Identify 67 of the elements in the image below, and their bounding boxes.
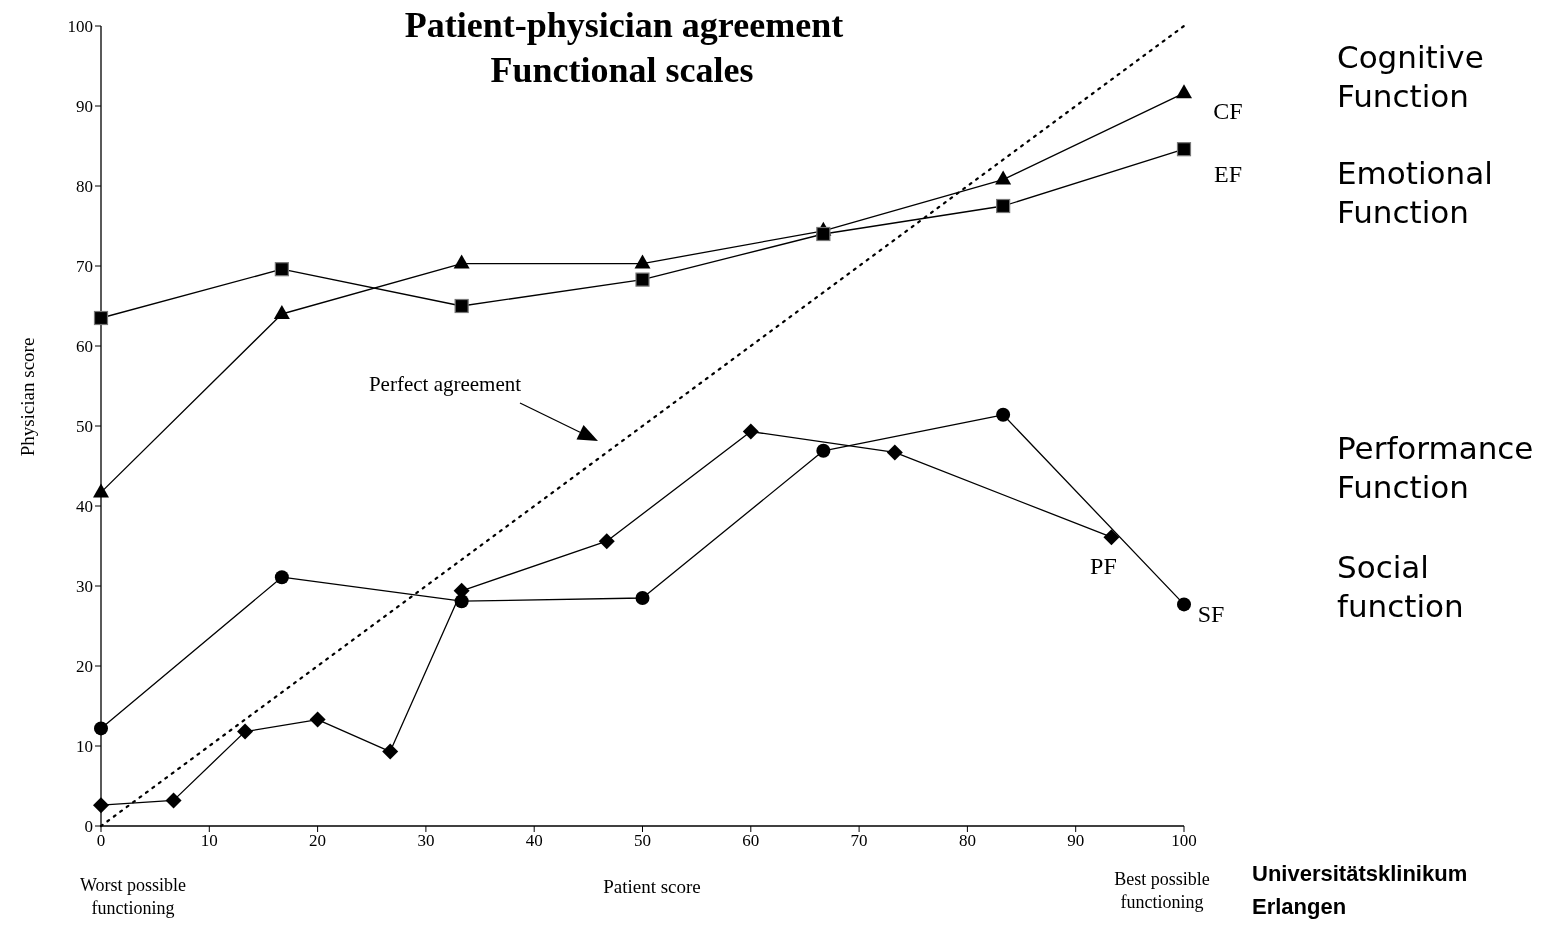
y-tick-label: 80 bbox=[76, 177, 93, 197]
point bbox=[1176, 84, 1192, 99]
x-tick-label: 60 bbox=[742, 831, 760, 851]
text: Emotional Function bbox=[1337, 154, 1493, 232]
point bbox=[996, 198, 1011, 214]
text: Worst possible functioning bbox=[78, 874, 188, 920]
point bbox=[995, 170, 1012, 185]
point bbox=[634, 254, 651, 269]
annotation: Perfect agreement bbox=[368, 372, 522, 396]
chart-title: Patient-physician agreement bbox=[404, 5, 844, 45]
y-tick-label: 70 bbox=[76, 257, 93, 277]
x-tick-label: 40 bbox=[525, 831, 543, 851]
y-tick-label: 40 bbox=[76, 497, 93, 517]
y-tick-label: 10 bbox=[76, 737, 93, 757]
x-axis-title: Patient score bbox=[603, 875, 701, 897]
y-tick-label: 20 bbox=[76, 657, 93, 677]
point bbox=[742, 423, 759, 440]
point bbox=[1103, 529, 1120, 546]
x-tick-label: 50 bbox=[634, 831, 651, 851]
y-tick-label: 0 bbox=[84, 817, 93, 837]
text: Functional scales bbox=[490, 50, 754, 90]
text: Best possible functioning bbox=[1113, 868, 1211, 914]
point bbox=[273, 305, 290, 319]
x-tick-label: 0 bbox=[96, 831, 106, 851]
y-tick-label: 60 bbox=[76, 337, 93, 357]
point bbox=[93, 797, 109, 814]
y-tick-label: 90 bbox=[76, 97, 93, 117]
x-tick-label: 20 bbox=[309, 831, 327, 851]
y-tick-label: 50 bbox=[76, 417, 93, 437]
point bbox=[454, 298, 469, 314]
series-label: PF bbox=[1090, 553, 1117, 580]
point bbox=[635, 591, 650, 605]
x-tick-label: 100 bbox=[1171, 831, 1197, 851]
point bbox=[237, 723, 254, 740]
point bbox=[382, 743, 399, 760]
point bbox=[1176, 142, 1192, 157]
point bbox=[93, 310, 109, 326]
point bbox=[1177, 597, 1191, 612]
point bbox=[454, 594, 469, 609]
x-tick-label: 90 bbox=[1067, 831, 1085, 851]
series-label: CF bbox=[1213, 98, 1243, 125]
y-tick-label: 100 bbox=[67, 17, 93, 37]
point bbox=[453, 254, 470, 269]
point bbox=[598, 533, 615, 550]
x-tick-label: 30 bbox=[417, 831, 435, 851]
text: Performance Function bbox=[1337, 429, 1534, 507]
x-tick-label: 70 bbox=[850, 831, 868, 851]
point bbox=[816, 443, 831, 458]
series-label: SF bbox=[1197, 601, 1225, 628]
series-label: EF bbox=[1213, 161, 1243, 188]
x-tick-label: 10 bbox=[200, 831, 218, 851]
point bbox=[274, 262, 289, 277]
text: Social function bbox=[1337, 548, 1464, 626]
point bbox=[309, 711, 326, 728]
point bbox=[816, 226, 831, 242]
point bbox=[93, 483, 109, 498]
point bbox=[94, 721, 108, 736]
point bbox=[886, 444, 903, 461]
text: Universitätsklinikum Erlangen bbox=[1252, 860, 1468, 921]
x-tick-label: 80 bbox=[958, 831, 976, 851]
text: Cognitive Function bbox=[1337, 38, 1484, 116]
y-axis-title: Physician score bbox=[16, 337, 38, 457]
point bbox=[996, 407, 1011, 422]
point bbox=[165, 792, 182, 809]
point bbox=[274, 570, 289, 585]
y-tick-label: 30 bbox=[76, 577, 93, 597]
point bbox=[635, 272, 650, 287]
